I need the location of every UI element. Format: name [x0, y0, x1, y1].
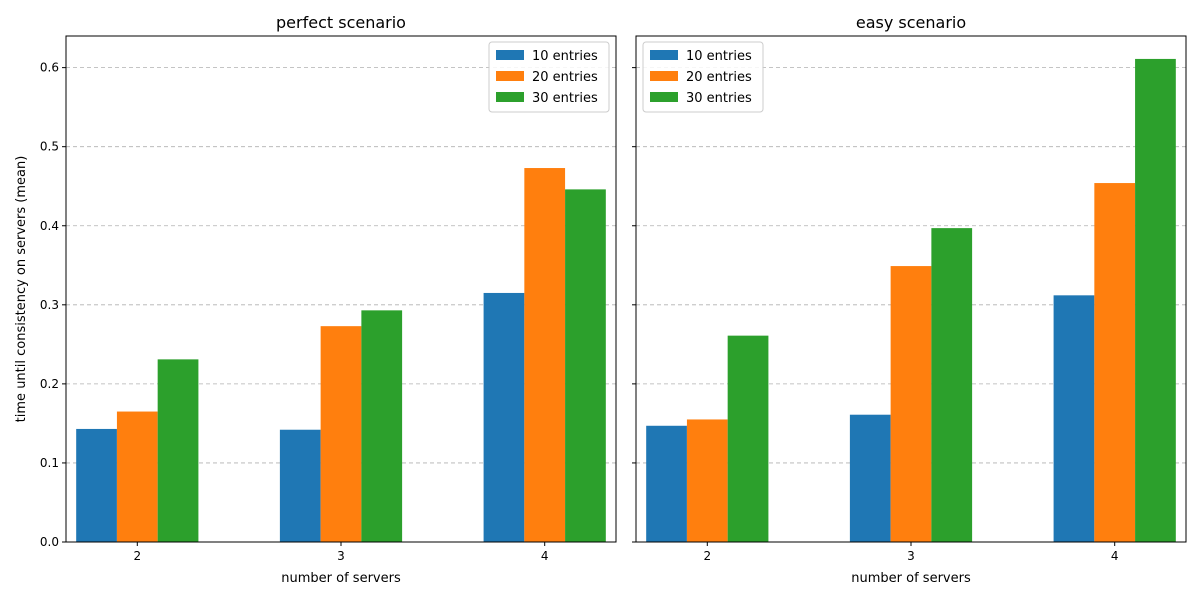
y-tick-label: 0.2	[40, 377, 59, 391]
bar	[727, 335, 769, 542]
x-axis-label: number of servers	[851, 571, 971, 586]
bar	[1053, 295, 1095, 542]
x-tick-label: 4	[1111, 549, 1119, 563]
legend-label: 30 entries	[686, 91, 752, 106]
x-tick-label: 3	[337, 549, 345, 563]
bar	[157, 359, 199, 542]
bar	[565, 189, 606, 542]
legend-swatch	[650, 92, 678, 102]
legend-swatch	[650, 50, 678, 60]
legend-swatch	[496, 50, 524, 60]
y-tick-label: 0.1	[40, 456, 59, 470]
bar	[646, 425, 687, 542]
legend-label: 10 entries	[532, 49, 598, 64]
y-axis-label: time until consistency on servers (mean)	[14, 156, 29, 423]
plot-frame	[635, 35, 1187, 543]
bar	[686, 419, 728, 542]
y-tick-label: 0.0	[40, 535, 59, 549]
bar	[890, 266, 932, 542]
plot-frame	[65, 35, 617, 543]
bar	[320, 326, 362, 542]
x-axis-label: number of servers	[281, 571, 401, 586]
bar	[1135, 58, 1176, 542]
legend-label: 20 entries	[686, 70, 752, 85]
bar	[279, 429, 321, 542]
bar	[483, 292, 525, 542]
y-tick-label: 0.4	[40, 219, 59, 233]
legend-label: 10 entries	[686, 49, 752, 64]
x-tick-label: 3	[907, 549, 915, 563]
chart-title: easy scenario	[856, 13, 966, 32]
bar	[76, 428, 117, 542]
y-tick-label: 0.3	[40, 298, 59, 312]
x-tick-label: 2	[133, 549, 141, 563]
legend-swatch	[496, 71, 524, 81]
bar	[849, 414, 891, 542]
bar	[524, 168, 566, 543]
y-tick-label: 0.6	[40, 61, 59, 75]
legend-label: 20 entries	[532, 70, 598, 85]
bar	[361, 310, 403, 542]
legend-swatch	[650, 71, 678, 81]
y-tick-label: 0.5	[40, 140, 59, 154]
bar	[116, 411, 158, 542]
chart-title: perfect scenario	[276, 13, 406, 32]
legend-label: 30 entries	[532, 91, 598, 106]
bar	[931, 228, 973, 542]
bar	[1094, 183, 1136, 542]
x-tick-label: 2	[703, 549, 711, 563]
x-tick-label: 4	[541, 549, 549, 563]
legend-swatch	[496, 92, 524, 102]
